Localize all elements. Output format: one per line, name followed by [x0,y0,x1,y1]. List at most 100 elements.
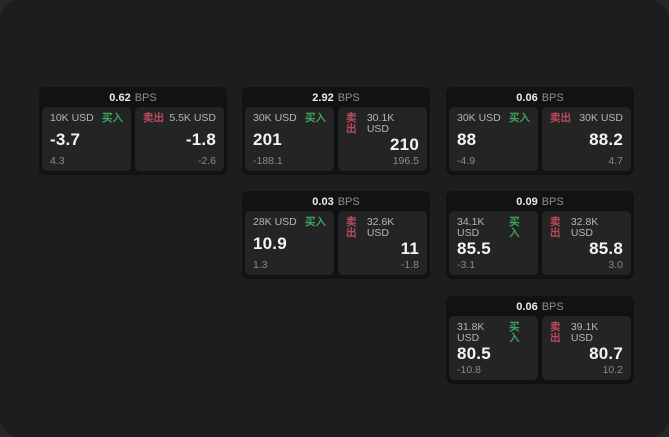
buy-side-label: 买入 [102,112,123,124]
buy-panel[interactable]: 28K USD 买入 10.9 1.3 [245,211,334,275]
sell-side-label: 卖出 [143,112,164,124]
sell-side-label: 卖出 [550,112,571,124]
buy-panel[interactable]: 30K USD 买入 201 -188.1 [245,107,334,171]
quote-card: 2.92 BPS 30K USD 买入 201 -188.1 卖出 30.1K … [242,87,430,175]
bps-value: 0.06 [516,301,538,313]
buy-side-label: 买入 [305,112,326,124]
sell-price: -1.8 [185,130,216,149]
sell-change: 10.2 [602,363,623,376]
sell-panel-top-row: 卖出 30K USD [550,113,623,124]
sell-side-label: 卖出 [346,216,357,239]
sell-change: -2.6 [197,154,216,167]
buy-amount: 30K USD [457,112,501,124]
sell-panel[interactable]: 卖出 32.8K USD 85.8 3.0 [542,211,631,275]
sell-amount: 5.5K USD [169,112,216,124]
bps-unit-label: BPS [541,301,564,313]
sell-change: 3.0 [608,258,623,271]
buy-change: -188.1 [253,154,283,167]
bps-spread-header: 0.09 BPS [449,191,631,211]
sell-panel[interactable]: 卖出 30K USD 88.2 4.7 [542,107,631,171]
buy-panel-top-row: 30K USD 买入 [253,113,326,124]
buy-amount: 34.1K USD [457,216,485,239]
sell-price: 85.8 [589,239,623,259]
sell-change: -1.8 [400,258,419,271]
bps-value: 0.62 [109,92,131,104]
sell-price: 88.2 [589,130,623,149]
sell-change: 4.7 [608,154,623,167]
buy-side-label: 买入 [509,321,520,344]
sell-side-label: 卖出 [550,321,561,344]
quote-card: 0.03 BPS 28K USD 买入 10.9 1.3 卖出 32.6K US… [242,191,430,279]
sell-change: 196.5 [392,154,419,167]
sell-amount: 32.8K USD [570,216,599,239]
buy-change: -10.8 [457,363,481,376]
buy-panel-top-row: 28K USD 买入 [253,217,326,228]
buy-price: 201 [253,130,282,149]
sell-panel-top-row: 卖出 32.6K USD [346,217,419,238]
sell-amount: 30.1K USD [366,112,395,135]
bps-spread-header: 0.03 BPS [245,191,427,211]
bps-unit-label: BPS [541,92,564,104]
quote-card-body: 28K USD 买入 10.9 1.3 卖出 32.6K USD 11 -1.8 [245,211,427,275]
buy-panel-top-row: 34.1K USD 买入 [457,217,530,238]
sell-side-label: 卖出 [346,112,357,135]
buy-panel[interactable]: 10K USD 买入 -3.7 4.3 [42,107,131,171]
buy-amount: 31.8K USD [457,321,485,344]
buy-side-label: 买入 [509,112,530,124]
sell-panel-top-row: 卖出 32.8K USD [550,217,623,238]
buy-panel-top-row: 10K USD 买入 [50,113,123,124]
quote-card: 0.09 BPS 34.1K USD 买入 85.5 -3.1 卖出 32.8K… [446,191,634,279]
buy-amount: 28K USD [253,216,297,228]
buy-price: 80.5 [457,344,491,364]
bps-spread-header: 2.92 BPS [245,87,427,107]
quote-card-body: 30K USD 买入 201 -188.1 卖出 30.1K USD 210 1… [245,107,427,171]
sell-amount: 39.1K USD [570,321,599,344]
sell-amount: 32.6K USD [366,216,395,239]
buy-change: 4.3 [50,154,65,167]
bps-value: 0.09 [516,196,538,208]
quote-card-body: 31.8K USD 买入 80.5 -10.8 卖出 39.1K USD 80.… [449,316,631,380]
buy-side-label: 买入 [305,216,326,228]
buy-panel[interactable]: 34.1K USD 买入 85.5 -3.1 [449,211,538,275]
sell-price: 210 [390,135,419,155]
quote-card: 0.62 BPS 10K USD 买入 -3.7 4.3 卖出 5.5K USD… [39,87,227,175]
buy-panel-top-row: 30K USD 买入 [457,113,530,124]
sell-price: 11 [400,239,419,259]
sell-panel[interactable]: 卖出 32.6K USD 11 -1.8 [338,211,427,275]
quote-card: 0.06 BPS 31.8K USD 买入 80.5 -10.8 卖出 39.1… [446,296,634,384]
bps-spread-header: 0.62 BPS [42,87,224,107]
buy-change: 1.3 [253,258,268,271]
buy-amount: 30K USD [253,112,297,124]
sell-panel-top-row: 卖出 5.5K USD [143,113,216,124]
bps-spread-header: 0.06 BPS [449,87,631,107]
sell-panel[interactable]: 卖出 5.5K USD -1.8 -2.6 [135,107,224,171]
buy-panel[interactable]: 31.8K USD 买入 80.5 -10.8 [449,316,538,380]
sell-price: 80.7 [589,344,623,364]
buy-price: 10.9 [253,234,287,253]
bps-value: 0.03 [312,196,334,208]
sell-panel[interactable]: 卖出 39.1K USD 80.7 10.2 [542,316,631,380]
bps-spread-header: 0.06 BPS [449,296,631,316]
buy-price: -3.7 [50,130,81,149]
buy-change: -3.1 [457,258,476,271]
buy-change: -4.9 [457,154,476,167]
quote-card-body: 10K USD 买入 -3.7 4.3 卖出 5.5K USD -1.8 -2.… [42,107,224,171]
sell-panel-top-row: 卖出 30.1K USD [346,113,419,134]
buy-panel[interactable]: 30K USD 买入 88 -4.9 [449,107,538,171]
sell-side-label: 卖出 [550,216,561,239]
bps-unit-label: BPS [134,92,157,104]
sell-panel[interactable]: 卖出 30.1K USD 210 196.5 [338,107,427,171]
bps-unit-label: BPS [541,196,564,208]
sell-panel-top-row: 卖出 39.1K USD [550,322,623,343]
bps-unit-label: BPS [337,92,360,104]
buy-amount: 10K USD [50,112,94,124]
buy-panel-top-row: 31.8K USD 买入 [457,322,530,343]
bps-unit-label: BPS [337,196,360,208]
sell-amount: 30K USD [579,112,623,124]
quote-card-body: 34.1K USD 买入 85.5 -3.1 卖出 32.8K USD 85.8… [449,211,631,275]
bps-value: 0.06 [516,92,538,104]
buy-side-label: 买入 [509,216,520,239]
quote-card: 0.06 BPS 30K USD 买入 88 -4.9 卖出 30K USD 8… [446,87,634,175]
quote-card-body: 30K USD 买入 88 -4.9 卖出 30K USD 88.2 4.7 [449,107,631,171]
